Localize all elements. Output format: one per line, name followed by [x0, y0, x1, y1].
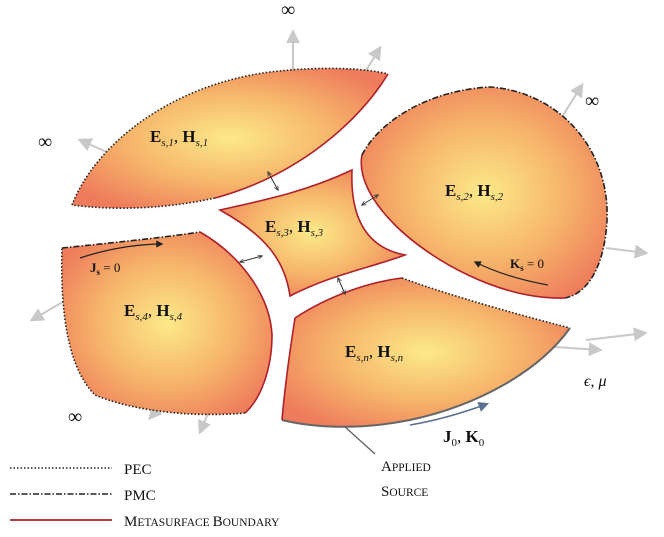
label-medium: ϵ, μ — [584, 373, 606, 390]
legend-label-metasurface: METASURFACE BOUNDARY — [124, 514, 280, 530]
applied-source-pointer — [343, 425, 376, 455]
infinity-right: ∞ — [585, 90, 599, 112]
infinity-left: ∞ — [38, 131, 52, 153]
label-applied-source-line2: SOURCE — [381, 484, 428, 500]
label-region-sn: Es,n, Hs,n — [345, 342, 404, 364]
label-region-s2: Es,2, Hs,2 — [445, 181, 504, 203]
label-region-s1: Es,1, Hs,1 — [150, 127, 208, 149]
label-region-s4: Es,4, Hs,4 — [124, 301, 183, 323]
label-source-currents: J0, K0 — [443, 427, 485, 449]
region-s3 — [217, 168, 408, 298]
gap-arrows — [240, 172, 378, 294]
label-js: Js = 0 — [90, 260, 120, 277]
label-ks: Ks = 0 — [510, 256, 544, 273]
source-current-arrow — [409, 401, 489, 426]
js-arrow — [79, 240, 164, 259]
label-applied-source-line1: APPLIED — [381, 459, 431, 475]
legend-label-pmc: PMC — [124, 488, 156, 504]
region-s1 — [71, 67, 389, 209]
infinity-top: ∞ — [281, 0, 295, 21]
infinity-bottom-left: ∞ — [68, 406, 82, 428]
region-s2 — [360, 86, 608, 299]
ks-arrow — [473, 261, 549, 286]
region-sn — [281, 277, 571, 428]
legend-label-pec: PEC — [124, 462, 152, 478]
label-region-s3: Es,3, Hs,3 — [265, 217, 324, 239]
legend: PEC PMC METASURFACE BOUNDARY — [10, 462, 280, 530]
region-s4 — [60, 231, 273, 416]
